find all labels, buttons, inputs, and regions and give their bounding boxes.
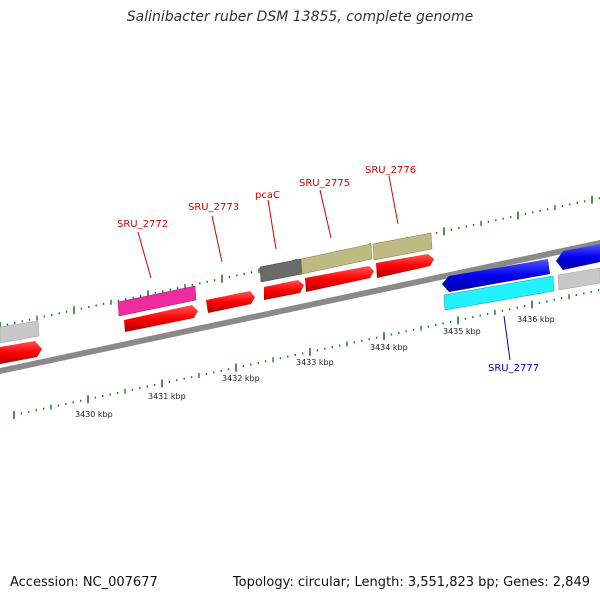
gene-label-sru2773: SRU_2773: [188, 202, 239, 213]
callout-line: [267, 199, 277, 250]
gene-label-sru2776: SRU_2776: [365, 165, 416, 176]
scale-ticks-lower: [13, 289, 600, 419]
gene-track-reverse: [442, 244, 600, 311]
genome-backbone: [0, 240, 600, 374]
gene-bar[interactable]: [259, 258, 303, 283]
scale-label: 3434 kbp: [370, 343, 408, 352]
gene-label-sru2775: SRU_2775: [299, 178, 350, 189]
gene-track-forward: [0, 232, 433, 344]
cds-arrow-reverse[interactable]: [556, 244, 600, 270]
callout-line: [319, 189, 332, 239]
scale-label: 3430 kbp: [75, 410, 113, 419]
callout-line: [137, 231, 152, 279]
gene-bar[interactable]: [300, 243, 373, 275]
cds-arrow[interactable]: [305, 266, 374, 292]
cds-arrow[interactable]: [264, 280, 304, 300]
scale-label: 3433 kbp: [296, 358, 334, 367]
cds-arrow[interactable]: [376, 254, 434, 278]
callout-line: [503, 315, 511, 361]
callout-line: [388, 175, 399, 225]
cds-track: [0, 254, 434, 364]
gene-bar[interactable]: [0, 320, 40, 344]
scale-labels: 3430 kbp 3431 kbp 3432 kbp 3433 kbp 3434…: [75, 315, 555, 419]
gene-bar-reverse[interactable]: [557, 267, 600, 291]
gene-label-pcac: pcaC: [255, 190, 280, 201]
gene-bar[interactable]: [372, 232, 433, 261]
accession-label: Accession: NC_007677: [10, 575, 158, 590]
cds-arrow[interactable]: [124, 305, 198, 332]
gene-label-sru2772: SRU_2772: [117, 219, 168, 230]
gene-bar-reverse[interactable]: [443, 275, 555, 311]
gene-labels: SRU_2772 SRU_2773 pcaC SRU_2775 SRU_2776…: [117, 165, 539, 374]
scale-label: 3435 kbp: [443, 327, 481, 336]
gene-label-sru2777: SRU_2777: [488, 363, 539, 374]
genome-stats-label: Topology: circular; Length: 3,551,823 bp…: [232, 575, 590, 590]
callout-line: [211, 215, 223, 263]
cds-arrow[interactable]: [0, 341, 42, 364]
scale-label: 3432 kbp: [222, 374, 260, 383]
cds-arrow[interactable]: [206, 291, 255, 313]
scale-label: 3436 kbp: [517, 315, 555, 324]
map-title: Salinibacter ruber DSM 13855, complete g…: [126, 9, 474, 25]
scale-label: 3431 kbp: [148, 392, 186, 401]
cds-arrow-reverse[interactable]: [442, 259, 550, 292]
gene-bar[interactable]: [117, 285, 197, 317]
gene-callouts: [137, 175, 511, 361]
